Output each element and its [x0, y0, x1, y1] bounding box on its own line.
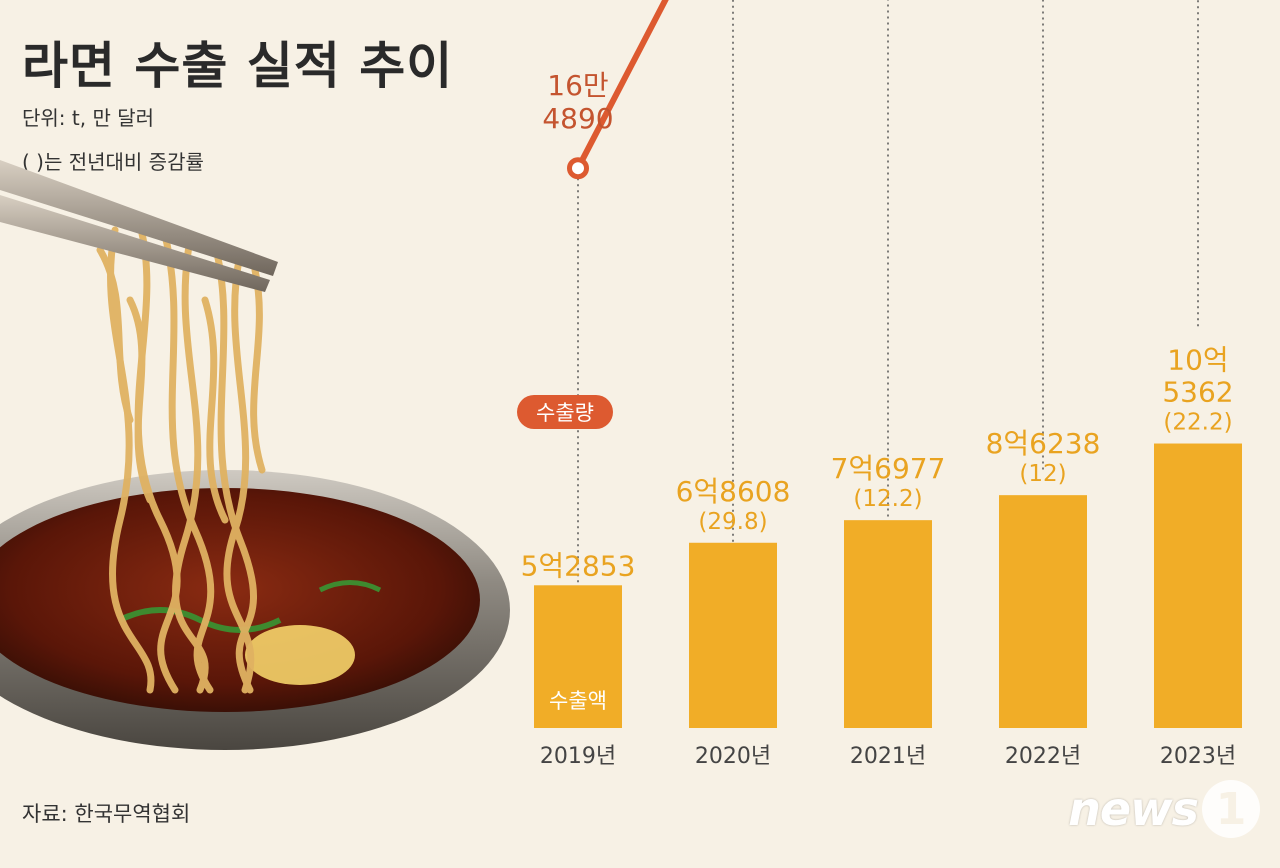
- legend-volume-badge: [517, 395, 613, 429]
- green-onion-2: [318, 580, 382, 593]
- ramen-illustration: [0, 160, 510, 750]
- export-volume-point-0: [567, 157, 589, 180]
- value-growth-1: (29.8): [698, 509, 767, 535]
- export-value-bar-2: [844, 520, 932, 728]
- export-value-bar-4: [1154, 443, 1242, 728]
- value-label-1-0: 6억8608: [676, 475, 791, 508]
- value-label-4-1: 5362: [1162, 376, 1233, 409]
- noodles: [96, 221, 266, 694]
- x-tick-1: 2020년: [695, 744, 771, 769]
- volume-label-0-0: 16만: [547, 69, 608, 102]
- value-label-2-0: 7억6977: [831, 452, 946, 485]
- value-label-0-0: 5억2853: [521, 549, 636, 582]
- value-growth-2: (12.2): [853, 486, 922, 512]
- export-value-bar-1: [689, 542, 777, 728]
- value-growth-4: (22.2): [1163, 410, 1232, 436]
- broth: [0, 488, 480, 712]
- source-note: 자료: 한국무역협회: [22, 802, 191, 826]
- rate-note: ( )는 전년대비 증감률: [22, 150, 204, 174]
- chopstick-1: [0, 160, 278, 276]
- x-tick-2: 2021년: [850, 744, 926, 769]
- x-tick-0: 2019년: [540, 744, 616, 769]
- legend-value-label: 수출액: [549, 689, 607, 713]
- x-tick-3: 2022년: [1005, 744, 1081, 769]
- value-label-3-0: 8억6238: [986, 427, 1101, 460]
- legend-volume-label: 수출량: [536, 401, 594, 425]
- x-tick-4: 2023년: [1160, 744, 1236, 769]
- egg: [245, 625, 355, 685]
- volume-label-0-1: 4890: [542, 102, 613, 135]
- logo-badge: 1: [1202, 780, 1260, 838]
- green-onion: [118, 607, 282, 633]
- value-growth-3: (12): [1019, 461, 1066, 487]
- export-value-bar-3: [999, 495, 1087, 728]
- news1-logo: news 1: [1068, 780, 1260, 838]
- export-value-bar-0: [534, 585, 622, 728]
- page-title: 라면 수출 실적 추이: [22, 37, 454, 95]
- unit-note: 단위: t, 만 달러: [22, 106, 155, 130]
- value-label-4-0: 10억: [1167, 344, 1228, 377]
- logo-text: news: [1068, 782, 1199, 836]
- chopstick-2: [0, 195, 270, 292]
